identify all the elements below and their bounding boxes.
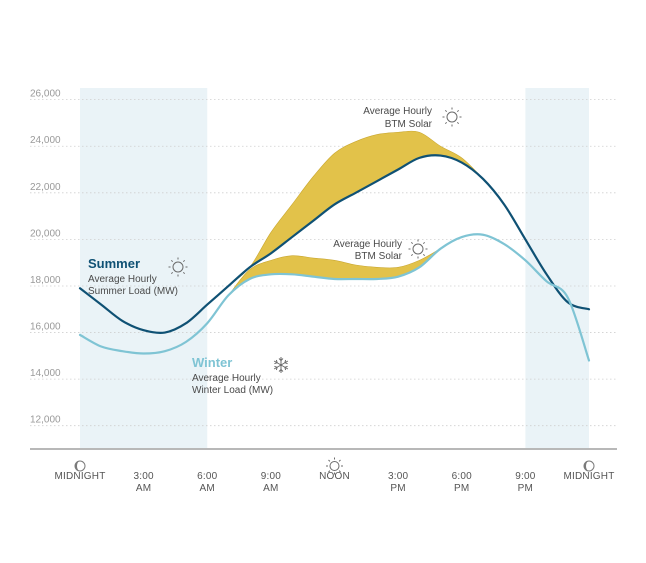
- summer-btm-solar-line1: Average Hourly: [363, 106, 432, 117]
- x-tick-sublabel: AM: [200, 483, 215, 494]
- moon-shade: [584, 461, 589, 471]
- x-tick-sublabel: PM: [518, 483, 533, 494]
- winter-btm-solar-line1: Average Hourly: [333, 239, 402, 250]
- x-tick-sublabel: PM: [454, 483, 469, 494]
- x-tick-label: MIDNIGHT: [54, 471, 105, 482]
- snowflake-icon: [273, 357, 289, 373]
- y-tick-label: 24,000: [30, 135, 61, 146]
- y-tick-label: 22,000: [30, 182, 61, 193]
- x-tick-label: 9:00: [261, 471, 282, 482]
- moon-icon: [74, 460, 86, 472]
- summer-legend: Summer Average Hourly Summer Load (MW): [88, 256, 188, 297]
- x-tick-sublabel: AM: [263, 483, 278, 494]
- sun-icon: [326, 457, 343, 475]
- y-tick-label: 20,000: [30, 228, 61, 239]
- night-band-2: [525, 88, 589, 449]
- sun-icon: [408, 239, 428, 259]
- sun-ray: [328, 459, 331, 462]
- gridlines: [30, 99, 617, 427]
- x-tick-label: MIDNIGHT: [563, 471, 614, 482]
- night-band-1: [80, 88, 208, 449]
- x-tick-label: 3:00: [388, 471, 409, 482]
- y-tick-label: 14,000: [30, 368, 61, 379]
- sun-ray: [338, 470, 341, 473]
- summer-title: Summer: [88, 256, 140, 271]
- winter-btm-solar-annotation: Average Hourly BTM Solar: [333, 239, 428, 262]
- load-lines: [78, 154, 591, 362]
- y-tick-label: 26,000: [30, 89, 61, 100]
- winter-load-line: [78, 233, 591, 362]
- sun-icon: [168, 257, 188, 277]
- y-tick-label: 18,000: [30, 275, 61, 286]
- y-tick-label: 16,000: [30, 322, 61, 333]
- night-bands: [80, 88, 589, 449]
- sun-ray: [338, 459, 341, 462]
- y-tick-label: 12,000: [30, 415, 61, 426]
- sun-icon: [442, 107, 462, 127]
- x-tick-sublabel: PM: [390, 483, 405, 494]
- x-tick-label: 3:00: [133, 471, 154, 482]
- x-tick-sublabel: AM: [136, 483, 151, 494]
- moon-icon: [583, 460, 595, 472]
- summer-subtitle-line2: Summer Load (MW): [88, 286, 178, 297]
- moon-shade: [75, 461, 80, 471]
- winter-legend: Winter Average Hourly Winter Load (MW): [192, 355, 289, 396]
- summer-subtitle-line1: Average Hourly: [88, 274, 157, 285]
- winter-subtitle-line2: Winter Load (MW): [192, 385, 273, 396]
- x-tick-label: 9:00: [515, 471, 536, 482]
- sun-ray: [328, 470, 331, 473]
- x-tick-label: 6:00: [197, 471, 218, 482]
- summer-btm-solar-line2: BTM Solar: [385, 119, 433, 130]
- sun-disc: [329, 461, 340, 471]
- x-tick-label: NOON: [319, 471, 350, 482]
- summer-btm-solar-annotation: Average Hourly BTM Solar: [363, 106, 462, 130]
- x-tick-label: 6:00: [452, 471, 473, 482]
- winter-btm-solar-line2: BTM Solar: [355, 251, 403, 262]
- summer-load-line: [78, 154, 591, 335]
- winter-title: Winter: [192, 355, 232, 370]
- y-tick-labels: 12,000 14,000 16,000 18,000 20,000 22,000 24,0…: [30, 89, 61, 426]
- winter-subtitle-line1: Average Hourly: [192, 373, 261, 384]
